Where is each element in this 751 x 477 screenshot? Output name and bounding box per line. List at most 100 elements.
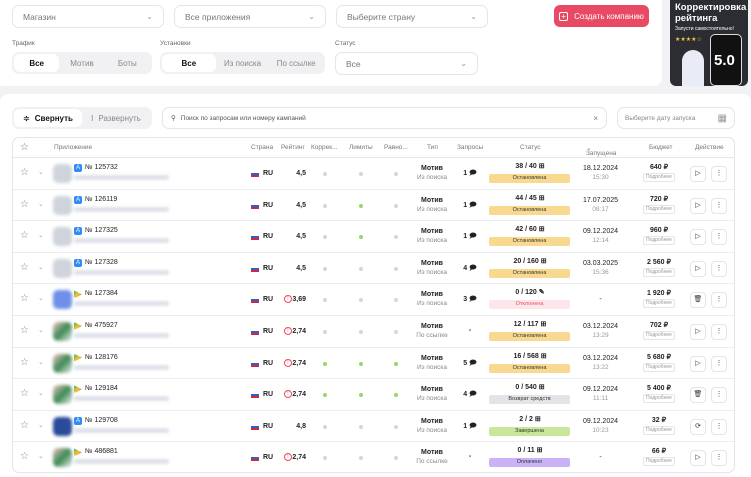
campaign-id[interactable]: № 486881 (85, 448, 118, 456)
add-installs-icon[interactable]: ⊞ (536, 163, 545, 170)
collapse-button[interactable]: ≑ Свернуть (14, 109, 82, 127)
add-installs-icon[interactable]: ⊞ (536, 194, 545, 202)
traffic-option-all[interactable]: Все (14, 54, 60, 72)
campaign-id[interactable]: № 129184 (85, 385, 118, 393)
campaign-id[interactable]: № 126119 (85, 195, 118, 203)
requests-count[interactable]: 4 🗩 (458, 264, 482, 275)
details-link[interactable]: Подробнее (643, 457, 675, 467)
details-link[interactable]: Подробнее (643, 362, 675, 372)
add-installs-icon[interactable]: ⊞ (536, 384, 545, 392)
favorite-star-icon[interactable]: ☆ (20, 419, 29, 431)
requests-count[interactable]: - (458, 453, 482, 460)
favorite-header-icon[interactable]: ☆ (20, 142, 29, 153)
add-installs-icon[interactable]: ⊞ (538, 352, 547, 360)
favorite-star-icon[interactable]: ☆ (20, 261, 29, 273)
requests-count[interactable]: 1 🗩 (458, 201, 482, 212)
more-actions-button[interactable]: ⋮ (711, 387, 727, 404)
campaign-id[interactable]: № 475927 (85, 322, 118, 329)
delete-button[interactable]: 🗑 (690, 292, 706, 309)
play-button[interactable]: ▷ (690, 229, 706, 246)
restart-button[interactable]: ⟳ (690, 418, 706, 435)
campaign-id[interactable]: № 127325 (85, 227, 118, 235)
details-link[interactable]: Подробнее (643, 267, 675, 277)
favorite-star-icon[interactable]: ☆ (20, 167, 29, 178)
clear-icon[interactable]: × (593, 113, 598, 123)
details-link[interactable]: Подробнее (643, 394, 675, 404)
details-link[interactable]: Подробнее (643, 173, 675, 182)
favorite-star-icon[interactable]: ☆ (20, 356, 29, 368)
requests-count[interactable]: 3 🗩 (458, 295, 482, 306)
details-link[interactable]: Подробнее (643, 204, 675, 214)
more-actions-button[interactable]: ⋮ (711, 260, 727, 277)
more-actions-button[interactable]: ⋮ (711, 418, 727, 435)
play-button[interactable]: ▷ (690, 450, 706, 467)
more-actions-button[interactable]: ⋮ (711, 229, 727, 246)
more-actions-button[interactable]: ⋮ (711, 324, 727, 340)
requests-count[interactable]: 4 🗩 (458, 390, 482, 401)
details-link[interactable]: Подробнее (643, 425, 675, 435)
app-icon (53, 258, 72, 278)
traffic-option-bots[interactable]: Боты (117, 58, 137, 68)
play-button[interactable]: ▷ (690, 324, 706, 340)
installs-option-search[interactable]: Из поиска (224, 58, 262, 68)
store-select[interactable]: Магазин ⌄ (12, 5, 164, 28)
play-button[interactable]: ▷ (690, 197, 706, 214)
status-select[interactable]: Все ⌄ (335, 52, 478, 75)
installs-option-link[interactable]: По ссылке (276, 58, 316, 68)
details-link[interactable]: Подробнее (643, 299, 675, 309)
details-link[interactable]: Подробнее (643, 236, 675, 246)
requests-count[interactable]: 1 🗩 (458, 169, 482, 180)
expand-row-chevron-icon[interactable]: ⌄ (38, 421, 44, 429)
country-select[interactable]: Выберите страну ⌄ (336, 5, 488, 28)
add-installs-icon[interactable]: ⊞ (538, 321, 547, 328)
add-installs-icon[interactable]: ⊞ (534, 447, 543, 455)
campaign-id[interactable]: № 128176 (85, 353, 118, 361)
favorite-star-icon[interactable]: ☆ (20, 451, 29, 463)
favorite-star-icon[interactable]: ☆ (20, 325, 29, 336)
more-actions-button[interactable]: ⋮ (711, 450, 727, 467)
delete-button[interactable]: 🗑 (690, 387, 706, 404)
add-installs-icon[interactable]: ⊞ (532, 415, 541, 423)
col-launched[interactable]: Запущена ⌄ (586, 145, 617, 157)
more-actions-button[interactable]: ⋮ (711, 355, 727, 372)
promo-banner[interactable]: Корректировка рейтинга Запусти самостоят… (670, 0, 748, 86)
expand-button[interactable]: I Развернуть (82, 109, 150, 127)
expand-row-chevron-icon[interactable]: ⌄ (38, 295, 44, 303)
traffic-option-motiv[interactable]: Мотив (70, 58, 94, 68)
favorite-star-icon[interactable]: ☆ (20, 198, 29, 210)
campaign-id[interactable]: № 125732 (85, 164, 118, 171)
expand-row-chevron-icon[interactable]: ⌄ (38, 390, 44, 398)
play-button[interactable]: ▷ (690, 260, 706, 277)
more-actions-button[interactable]: ⋮ (711, 292, 727, 309)
expand-row-chevron-icon[interactable]: ⌄ (38, 232, 44, 240)
expand-row-chevron-icon[interactable]: ⌄ (38, 169, 44, 176)
requests-count[interactable]: 1 🗩 (458, 422, 482, 433)
favorite-star-icon[interactable]: ☆ (20, 230, 29, 242)
favorite-star-icon[interactable]: ☆ (20, 388, 29, 400)
add-installs-icon[interactable]: ⊞ (536, 226, 545, 234)
expand-row-chevron-icon[interactable]: ⌄ (38, 358, 44, 366)
expand-row-chevron-icon[interactable]: ⌄ (38, 327, 44, 334)
more-actions-button[interactable]: ⋮ (711, 166, 727, 182)
expand-row-chevron-icon[interactable]: ⌄ (38, 263, 44, 271)
expand-row-chevron-icon[interactable]: ⌄ (38, 200, 44, 208)
requests-count[interactable]: - (458, 327, 482, 334)
installs-option-all[interactable]: Все (162, 54, 216, 72)
more-actions-button[interactable]: ⋮ (711, 197, 727, 214)
create-campaign-button[interactable]: + Создать компанию (554, 5, 649, 27)
add-installs-icon[interactable]: ⊞ (538, 257, 547, 265)
requests-count[interactable]: 1 🗩 (458, 232, 482, 243)
campaign-id[interactable]: № 127384 (85, 290, 118, 298)
campaign-id[interactable]: № 127328 (85, 258, 118, 266)
launch-date-picker[interactable]: Выберите дату запуска ▦ (617, 107, 735, 129)
apps-select[interactable]: Все приложения ⌄ (174, 5, 326, 28)
expand-row-chevron-icon[interactable]: ⌄ (38, 453, 44, 461)
play-button[interactable]: ▷ (690, 166, 706, 182)
search-input[interactable]: ⚲ Поиск по запросам или номеру кампаний × (162, 107, 607, 129)
play-button[interactable]: ▷ (690, 355, 706, 372)
campaign-id[interactable]: № 129708 (85, 416, 118, 424)
details-link[interactable]: Подробнее (643, 331, 675, 340)
requests-count[interactable]: 5 🗩 (458, 359, 482, 370)
edit-icon[interactable]: ✎ (536, 289, 545, 297)
favorite-star-icon[interactable]: ☆ (20, 293, 29, 305)
